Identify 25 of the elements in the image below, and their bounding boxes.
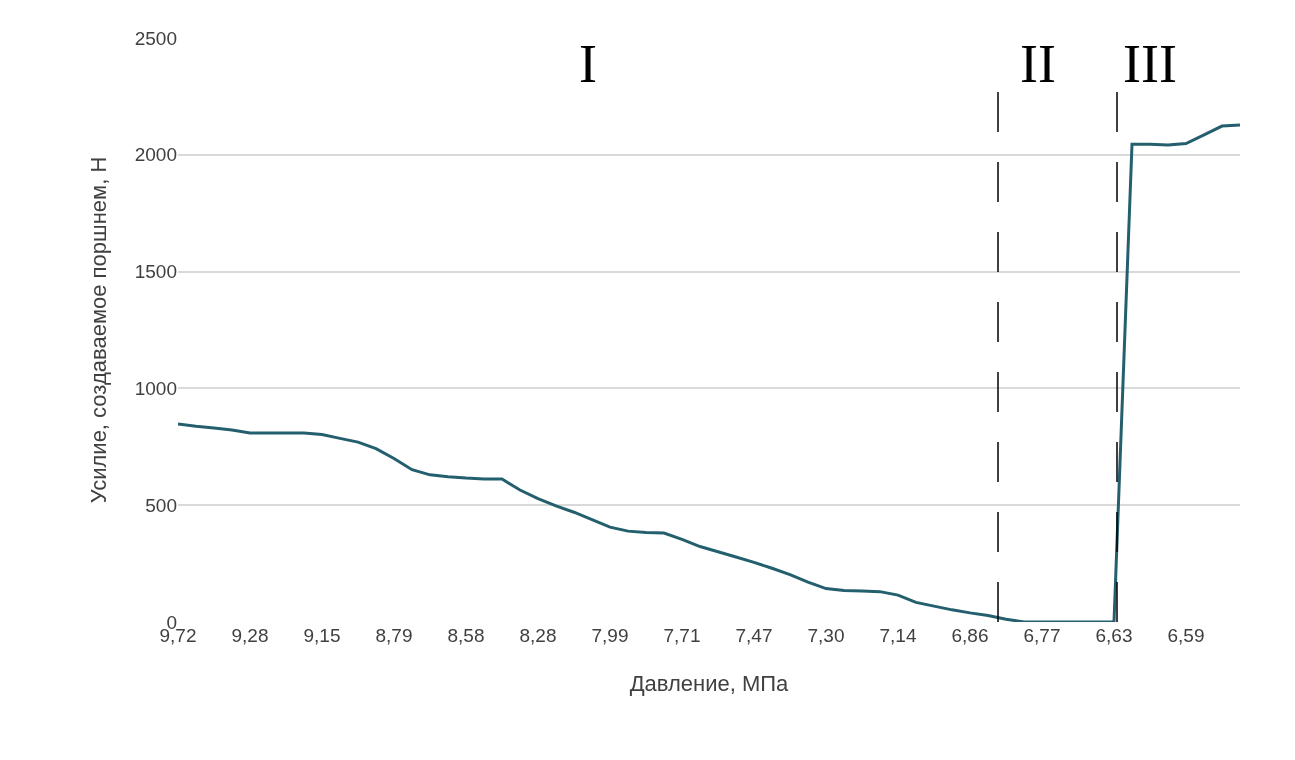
y-tick-label: 1000 <box>134 378 177 400</box>
x-tick-label: 6,86 <box>951 625 989 646</box>
y-axis-title: Усилие, создаваемое поршнем, Н <box>85 156 111 504</box>
y-tick-label: 2000 <box>134 144 177 166</box>
x-tick-label: 7,14 <box>879 625 917 646</box>
x-tick-label: 6,59 <box>1167 625 1205 646</box>
x-tick-label: 7,30 <box>807 625 845 646</box>
y-tick-label: 1500 <box>134 261 177 283</box>
annotation: I <box>579 34 597 94</box>
x-tick-label: 9,28 <box>231 625 269 646</box>
annotation: III <box>1123 34 1177 94</box>
x-tick-label: 8,79 <box>375 625 413 646</box>
x-axis-title: Давление, МПа <box>629 670 790 696</box>
x-tick-label: 7,99 <box>591 625 629 646</box>
x-tick-label: 7,71 <box>663 625 701 646</box>
y-tick-label: 2500 <box>134 27 177 49</box>
x-tick-label: 8,28 <box>519 625 557 646</box>
x-tick-label: 9,15 <box>303 625 341 646</box>
x-tick-label: 7,47 <box>735 625 773 646</box>
x-tick-label: 6,63 <box>1095 625 1133 646</box>
line-series <box>178 123 1240 622</box>
annotation: II <box>1020 34 1056 94</box>
x-tick-label: 8,58 <box>447 625 485 646</box>
y-tick-label: 500 <box>145 494 177 516</box>
x-tick-label: 6,77 <box>1023 625 1061 646</box>
